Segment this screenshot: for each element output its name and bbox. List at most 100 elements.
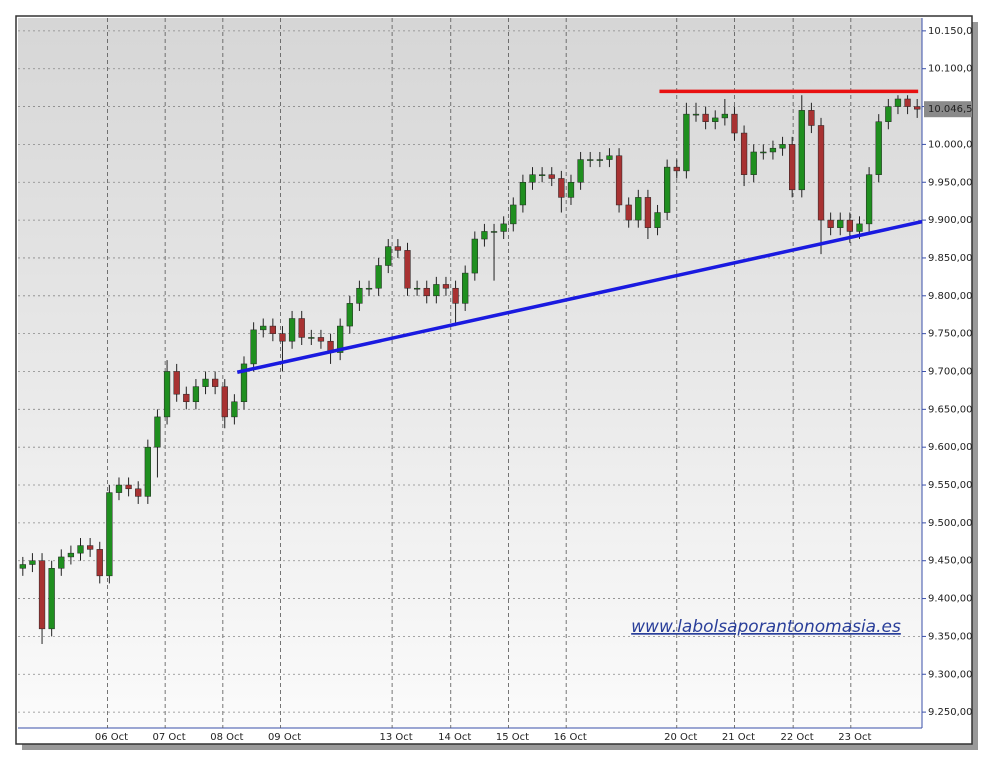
candle-body	[240, 363, 248, 403]
candle-body	[269, 325, 276, 334]
candle-body	[635, 197, 642, 221]
candle-body	[58, 556, 65, 569]
y-tick-label: 9.350,00	[928, 631, 973, 642]
x-tick-label: 22 Oct	[781, 732, 814, 743]
candle-body	[183, 393, 190, 403]
candle-body	[846, 219, 854, 232]
candle-body	[212, 378, 219, 387]
x-tick-label: 16 Oct	[554, 732, 587, 743]
y-tick-label: 9.600,00	[928, 442, 973, 453]
candle-body	[279, 333, 286, 342]
candle-body	[683, 113, 690, 172]
candle-body	[914, 106, 921, 110]
candle-body	[865, 174, 873, 225]
y-tick-label: 10.000,0	[928, 139, 973, 150]
candle-body	[904, 98, 911, 107]
candle-body	[615, 155, 623, 206]
x-tick-label: 09 Oct	[268, 732, 301, 743]
y-tick-label: 9.750,00	[928, 329, 973, 340]
y-tick-label: 10.100,0	[928, 64, 973, 75]
candle-body	[692, 113, 700, 116]
y-tick-label: 9.650,00	[928, 404, 973, 415]
watermark[interactable]: www.labolsaporantonomasia.es	[631, 617, 901, 637]
candle-body	[471, 238, 478, 274]
candle-body	[760, 151, 767, 154]
candle-body	[625, 204, 632, 221]
candle-body	[154, 416, 161, 448]
candle-body	[260, 325, 267, 331]
candle-body	[750, 151, 757, 175]
candle-body	[702, 113, 709, 122]
candle-body	[423, 287, 430, 297]
x-tick-label: 20 Oct	[664, 732, 697, 743]
candle-body	[827, 219, 834, 228]
candle-body	[490, 231, 498, 233]
candle-body	[529, 174, 536, 183]
candle-body	[375, 265, 382, 289]
candle-body	[115, 484, 123, 493]
y-tick-label: 9.700,00	[928, 366, 973, 377]
candle-body	[606, 155, 613, 160]
candle-body	[125, 484, 132, 490]
candle-body	[817, 125, 825, 221]
y-tick-label: 9.850,00	[928, 253, 973, 264]
candle-body	[394, 246, 402, 251]
candle-body	[288, 318, 296, 342]
candle-body	[538, 174, 546, 176]
candle-body	[519, 182, 527, 206]
x-tick-label: 06 Oct	[95, 732, 128, 743]
candle-body	[346, 303, 353, 327]
last-value-box	[924, 101, 972, 118]
y-tick-label: 9.550,00	[928, 480, 973, 491]
candle-body	[231, 401, 238, 418]
candle-body	[769, 147, 777, 153]
candle-body	[567, 182, 575, 198]
y-tick-label: 10.150,0	[928, 26, 973, 37]
y-tick-label: 9.950,00	[928, 177, 973, 188]
candle-body	[894, 98, 902, 107]
x-tick-label: 13 Oct	[380, 732, 413, 743]
y-tick-label: 9.400,00	[928, 594, 973, 605]
candle-body	[308, 337, 315, 339]
candle-body	[789, 144, 796, 191]
x-tick-label: 07 Oct	[153, 732, 186, 743]
candle-body	[86, 545, 94, 550]
y-tick-label: 9.300,00	[928, 669, 973, 680]
candle-body	[135, 488, 142, 497]
x-tick-label: 23 Oct	[838, 732, 871, 743]
candle-body	[577, 159, 584, 183]
trend-line	[236, 219, 923, 374]
candle-body	[654, 212, 661, 228]
candle-body	[462, 272, 469, 304]
candle-body	[779, 144, 786, 149]
last-value-label: 10.046,5	[928, 104, 973, 115]
candle-body	[442, 284, 450, 289]
candle-body	[500, 223, 507, 232]
candle-body	[38, 560, 46, 630]
candle-body	[221, 386, 228, 418]
y-tick-label: 9.450,00	[928, 556, 973, 567]
candle-body	[433, 284, 440, 297]
x-tick-label: 21 Oct	[722, 732, 755, 743]
candle-body	[77, 545, 84, 554]
candle-body	[587, 159, 594, 161]
candle-body	[798, 110, 805, 191]
candle-body	[356, 287, 363, 304]
candle-body	[192, 386, 200, 403]
candle-body	[740, 132, 748, 175]
candle-body	[144, 446, 151, 497]
x-tick-label: 15 Oct	[496, 732, 529, 743]
candle-body	[106, 492, 113, 577]
x-tick-label: 08 Oct	[210, 732, 243, 743]
candle-body	[29, 560, 36, 565]
x-tick-label: 14 Oct	[438, 732, 471, 743]
candle-body	[510, 204, 517, 225]
candle-body	[808, 110, 815, 126]
candle-body	[173, 371, 180, 395]
y-tick-label: 9.800,00	[928, 291, 973, 302]
candle-body	[837, 219, 844, 228]
candle-body	[96, 549, 103, 577]
candle-body	[673, 166, 680, 172]
y-tick-label: 9.500,00	[928, 518, 973, 529]
